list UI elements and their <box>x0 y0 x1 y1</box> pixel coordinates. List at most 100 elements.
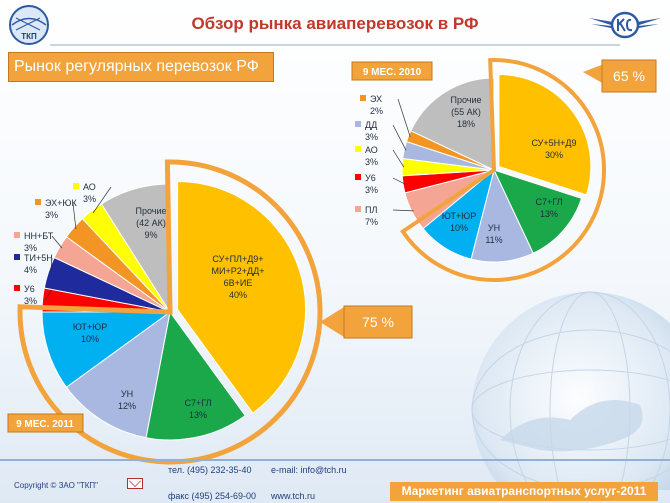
period-label-2010: 9 МЕС. 2010 <box>363 67 422 78</box>
pie-slice <box>177 180 307 414</box>
legend-value: 3% <box>24 243 37 253</box>
legend-swatch <box>14 254 20 260</box>
title-divider <box>50 44 620 46</box>
period-badge-2011 <box>7 413 84 433</box>
leader-line <box>92 186 112 214</box>
slice-name-label: Прочие <box>135 206 166 216</box>
tkp-logo: ТКП <box>9 5 49 45</box>
legend-swatch <box>355 174 361 180</box>
section-label: Рынок регулярных перевозок РФ <box>8 52 274 82</box>
slice-name-label: Прочие <box>450 95 481 105</box>
legend-label: ТИ+5Н <box>24 253 53 263</box>
legend-swatch <box>355 121 361 127</box>
legend-swatch <box>73 183 79 189</box>
legend-label: АО <box>365 145 378 155</box>
brand-banner: Маркетинг авиатранспортных услуг-2011 <box>390 482 658 501</box>
slice-value-label: 9% <box>144 230 157 240</box>
slice-name-label: УН <box>121 389 133 399</box>
leader-line <box>392 209 414 212</box>
leader-line <box>392 149 405 168</box>
slice-value-label: 13% <box>189 410 207 420</box>
period-badge-2010 <box>351 61 433 81</box>
pie-chart-2010: СУ+5Н+Д9 30% С7+ГЛ 13% УН 11% ЮТ+ЮР 10% ПЛ 7% У6 3%… <box>355 58 606 282</box>
slice-name-label: С7+ГЛ <box>535 197 562 207</box>
slice-name-label: МИ+Р2+ДД+ <box>212 266 265 276</box>
highlight-ring <box>400 58 606 282</box>
legend-swatch <box>14 232 20 238</box>
legend-label: У6 <box>24 284 35 294</box>
legend-swatch <box>355 206 361 212</box>
footer-divider <box>0 459 670 461</box>
slice-name-label: УН <box>488 223 500 233</box>
slice-value-label: 18% <box>457 119 475 129</box>
pie-slice <box>65 310 171 439</box>
pie-slice <box>410 77 495 171</box>
slice-name-label: 6В+ИЕ <box>224 278 253 288</box>
legend-label: ДД <box>365 120 377 130</box>
pie-chart-2011: СУ+ПЛ+Д9+ МИ+Р2+ДД+ 6В+ИЕ 40% С7+ГЛ 13% УН 12% Ю… <box>14 159 323 465</box>
legend-label: ЭХ+ЮК <box>45 198 78 208</box>
slice-name-label: С7+ГЛ <box>184 398 211 408</box>
highlight-ring <box>17 159 323 465</box>
legend-label: У6 <box>365 173 376 183</box>
slice-value-label: 13% <box>540 209 558 219</box>
slice-name-label: ЮТ+ЮР <box>442 211 476 221</box>
legend-value: 2% <box>370 106 383 116</box>
legend-value: 3% <box>365 157 378 167</box>
slice-value-label: 11% <box>485 235 502 245</box>
globe-decoration <box>471 291 670 490</box>
legend-value: 3% <box>365 132 378 142</box>
highlight-label-2011: 75 % <box>362 314 394 330</box>
legend-label: ЭХ <box>370 94 382 104</box>
contact-site[interactable]: www.tch.ru <box>271 491 316 501</box>
copyright-text: Copyright © ЗАО "ТКП" <box>14 481 98 490</box>
legend-value: 3% <box>365 185 378 195</box>
legend-swatch <box>14 285 20 291</box>
slice-name-label: (42 АК) <box>136 218 166 228</box>
logo-left-text: ТКП <box>21 32 37 41</box>
highlight-callout-2011: 75 % <box>320 305 413 339</box>
pie-slice <box>41 311 172 388</box>
legend-label: АО <box>83 182 96 192</box>
legend-value: 3% <box>83 194 96 204</box>
contact-email[interactable]: e-mail: info@tch.ru <box>271 465 347 475</box>
highlight-callout-2010: 65 % <box>583 59 657 93</box>
legend-label: НН+БТ <box>24 231 54 241</box>
leader-line <box>397 98 411 137</box>
legend-value: 7% <box>365 217 378 227</box>
wings-logo-icon <box>589 11 661 39</box>
leader-line <box>44 288 53 301</box>
period-label-2011: 9 МЕС. 2011 <box>16 419 74 430</box>
legend-value: 3% <box>24 296 37 306</box>
slice-value-label: 30% <box>545 150 563 160</box>
legend-swatch <box>355 146 361 152</box>
contact-fax: факс (495) 254-69-00 <box>168 491 256 501</box>
legend-value: 4% <box>24 265 37 275</box>
leader-line <box>392 177 406 185</box>
slice-value-label: 12% <box>118 401 136 411</box>
leader-line <box>51 235 63 249</box>
slice-value-label: 40% <box>229 290 247 300</box>
slice-name-label: СУ+5Н+Д9 <box>531 138 576 148</box>
pie-slice <box>145 310 246 441</box>
legend-swatch <box>35 199 41 205</box>
pie-slice <box>493 169 583 254</box>
slice-value-label: 10% <box>81 334 99 344</box>
leader-line <box>50 257 53 274</box>
legend-label: ПЛ <box>365 205 377 215</box>
legend-swatch <box>360 95 366 101</box>
slice-value-label: 10% <box>450 223 468 233</box>
pie-slice <box>498 73 592 196</box>
contact-phone: тел. (495) 232-35-40 <box>168 465 252 475</box>
mail-icon <box>127 478 143 489</box>
slide-title: Обзор рынка авиаперевозок в РФ <box>191 14 479 33</box>
highlight-label-2010: 65 % <box>613 68 645 84</box>
slice-name-label: (55 АК) <box>451 107 481 117</box>
legend-value: 3% <box>45 210 58 220</box>
slice-name-label: ЮТ+ЮР <box>73 322 107 332</box>
leader-line <box>72 202 77 230</box>
slice-name-label: СУ+ПЛ+Д9+ <box>212 254 263 264</box>
leader-line <box>392 124 407 151</box>
